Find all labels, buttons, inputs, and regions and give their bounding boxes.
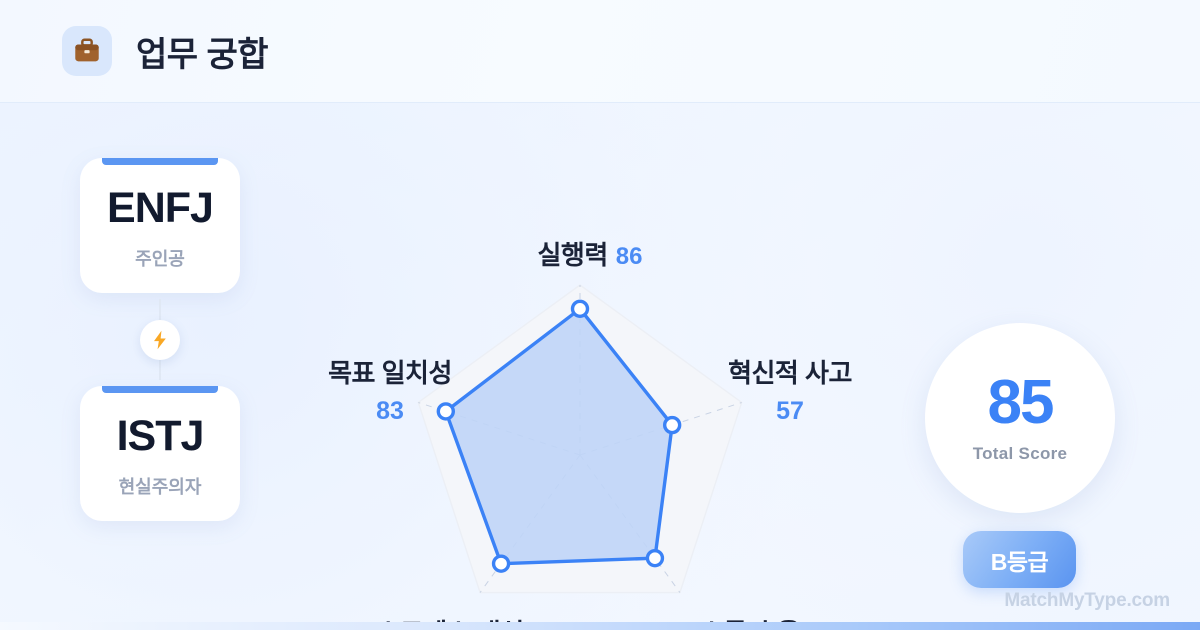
page-title: 업무 궁합 — [136, 35, 269, 74]
axis-name-4: 목표 일치성 — [328, 358, 452, 388]
radar-data-area — [444, 307, 674, 566]
axis-value-1: 57 — [776, 396, 804, 425]
radar-data-points — [436, 299, 682, 573]
mbti-nickname-first: 주인공 — [135, 248, 185, 269]
mbti-pair-panel: ENFJ 주인공 ISTJ 현실주의자 — [80, 158, 240, 521]
total-score-value: 85 — [987, 368, 1055, 437]
mbti-code-first: ENFJ — [107, 183, 214, 232]
axis-value-0: 86 — [615, 243, 643, 270]
radar-axis-label-1: 혁신적 사고 57 — [680, 358, 900, 426]
grade-badge-label: B등급 — [990, 548, 1049, 575]
card-accent-bar — [102, 386, 218, 393]
site-watermark: MatchMyType.com — [1004, 590, 1170, 611]
axis-name-1: 혁신적 사고 — [728, 358, 852, 388]
content-surface: ENFJ 주인공 ISTJ 현실주의자 실행력 86 — [0, 103, 1200, 630]
app-header: 업무 궁합 — [0, 0, 1200, 103]
card-accent-bar — [102, 158, 218, 165]
total-score-circle: 85 Total Score — [925, 323, 1115, 513]
axis-value-4: 83 — [376, 396, 404, 425]
pair-connector — [80, 293, 240, 386]
briefcase-icon — [62, 26, 112, 76]
axis-name-0: 실행력 — [537, 240, 609, 270]
lightning-bolt-icon — [140, 319, 180, 360]
radar-axis-label-4: 목표 일치성 83 — [280, 358, 500, 426]
mbti-card-second[interactable]: ISTJ 현실주의자 — [80, 386, 240, 521]
grade-badge: B등급 — [963, 531, 1076, 588]
mbti-code-second: ISTJ — [116, 411, 205, 460]
bottom-accent-bar — [0, 622, 1200, 630]
radar-axis-label-0: 실행력 86 — [300, 240, 880, 271]
mbti-card-first[interactable]: ENFJ 주인공 — [80, 158, 240, 293]
total-score-caption: Total Score — [972, 444, 1068, 463]
mbti-nickname-second: 현실주의자 — [118, 476, 202, 497]
